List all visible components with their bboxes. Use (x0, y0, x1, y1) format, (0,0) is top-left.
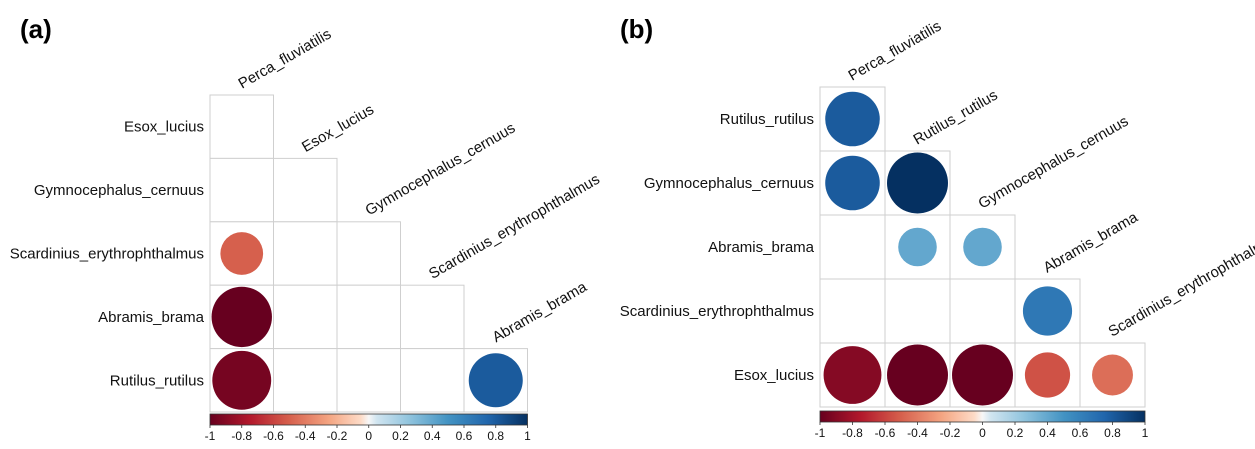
colorbar-tick-label: -0.4 (907, 426, 928, 440)
grid-cell (819, 278, 886, 344)
colorbar-tick-label: 0.4 (424, 429, 441, 443)
correlation-circle (825, 91, 880, 147)
correlation-circle (1092, 354, 1133, 396)
correlation-circle (468, 353, 523, 408)
grid-cell (819, 214, 886, 280)
colorbar-tick-label: -0.6 (263, 429, 284, 443)
correlation-circle (211, 286, 272, 348)
colorbar-tick-label: -0.8 (231, 429, 252, 443)
grid-cell (400, 284, 465, 350)
panel-b: (b)Rutilus_rutilusGymnocephalus_cernuusA… (620, 14, 1255, 440)
column-label: Scardinius_erythrophthalmus (426, 171, 603, 283)
grid-cell (209, 157, 274, 223)
colorbar-tick-label: 0 (365, 429, 372, 443)
colorbar-tick-label: 0.8 (487, 429, 504, 443)
colorbar-tick-label: 1 (1142, 426, 1149, 440)
colorbar-tick-label: 1 (524, 429, 531, 443)
grid-cell (884, 278, 951, 344)
panel-label: (a) (20, 14, 52, 44)
grid-cell (336, 348, 401, 413)
colorbar-tick-label: -1 (815, 426, 826, 440)
colorbar-tick-label: 0.2 (392, 429, 409, 443)
grid-cell (273, 348, 338, 413)
row-label: Gymnocephalus_cernuus (644, 175, 814, 192)
row-label: Scardinius_erythrophthalmus (10, 246, 204, 263)
colorbar-tick-label: 0.2 (1007, 426, 1024, 440)
correlation-circle (825, 155, 880, 211)
colorbar-tick-label: 0 (979, 426, 986, 440)
colorbar-tick-label: -0.4 (295, 429, 316, 443)
row-label: Esox_lucius (124, 119, 204, 136)
colorbar-tick-label: 0.8 (1104, 426, 1121, 440)
grid-cell (336, 221, 401, 286)
colorbar-tick-label: 0.6 (456, 429, 473, 443)
correlation-circle (963, 227, 1002, 267)
row-label: Esox_lucius (734, 367, 814, 384)
correlation-circle (887, 152, 948, 214)
correlation-circle (898, 227, 937, 267)
grid-cell (336, 284, 401, 350)
grid-cell (273, 221, 338, 286)
grid-cell (400, 348, 465, 413)
colorbar-tick-label: -0.2 (327, 429, 348, 443)
column-label: Perca_fluviatilis (236, 26, 335, 93)
colorbar-tick-label: 0.4 (1039, 426, 1056, 440)
row-label: Scardinius_erythrophthalmus (620, 303, 814, 320)
colorbar-tick-label: -0.6 (875, 426, 896, 440)
correlation-circle (220, 232, 264, 275)
correlation-circle (212, 350, 272, 410)
row-label: Abramis_brama (708, 239, 815, 256)
colorbar (210, 414, 528, 425)
row-label: Rutilus_rutilus (110, 372, 204, 389)
column-label: Esox_lucius (299, 101, 377, 156)
column-label: Gymnocephalus_cernuus (363, 119, 519, 219)
column-label: Abramis_brama (490, 278, 591, 346)
correlation-circle (823, 346, 882, 404)
colorbar-tick-label: -0.2 (940, 426, 961, 440)
column-label: Abramis_brama (1041, 208, 1142, 276)
row-label: Abramis_brama (98, 309, 205, 326)
grid-cell (273, 157, 338, 223)
correlation-circle (887, 344, 948, 406)
column-label: Perca_fluviatilis (846, 18, 945, 85)
column-label: Gymnocephalus_cernuus (976, 113, 1132, 213)
column-label: Rutilus_rutilus (911, 87, 1001, 149)
correlation-circle (1024, 352, 1071, 398)
grid-cell (273, 284, 338, 350)
colorbar-tick-label: 0.6 (1072, 426, 1089, 440)
panel-a: (a)Esox_luciusGymnocephalus_cernuusScard… (10, 14, 603, 443)
grid-cell (209, 94, 274, 159)
row-label: Gymnocephalus_cernuus (34, 182, 204, 199)
panel-label: (b) (620, 14, 653, 44)
colorbar-tick-label: -1 (205, 429, 216, 443)
correlation-circle (1022, 286, 1073, 336)
column-label: Scardinius_erythrophthalmus (1106, 229, 1255, 341)
correlation-circle (952, 344, 1013, 406)
colorbar-tick-label: -0.8 (842, 426, 863, 440)
grid-cell (949, 278, 1016, 344)
colorbar (820, 411, 1145, 422)
row-label: Rutilus_rutilus (720, 111, 814, 128)
